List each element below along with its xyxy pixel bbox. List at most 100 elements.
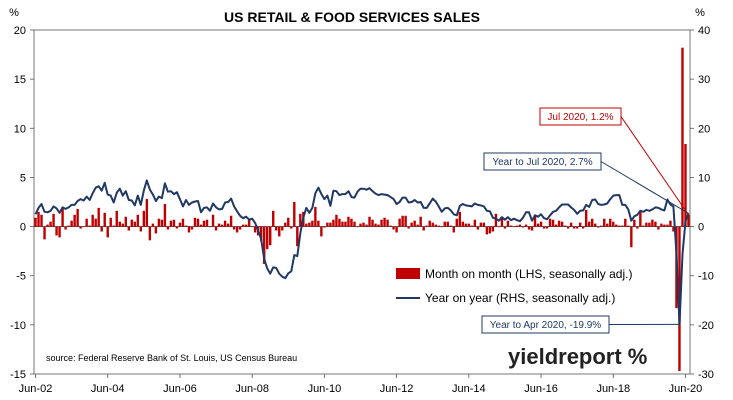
bar [575, 226, 579, 229]
bar [52, 213, 55, 227]
bar [244, 224, 248, 227]
bar [557, 220, 561, 227]
bar [377, 224, 380, 227]
bar [235, 226, 239, 233]
bar [681, 47, 684, 227]
x-tick-label: Jun-06 [163, 383, 197, 395]
bar [305, 223, 308, 227]
bar [645, 222, 648, 227]
bar [317, 220, 320, 227]
bar [323, 226, 326, 228]
bar [284, 222, 287, 227]
bar [395, 226, 398, 233]
bar [566, 226, 570, 229]
bar [476, 226, 480, 230]
bar [121, 223, 124, 227]
bar [112, 225, 115, 227]
bar [205, 219, 209, 227]
bar [657, 226, 660, 230]
bar [46, 224, 49, 227]
bar [606, 223, 609, 227]
bar [262, 226, 266, 264]
bar [618, 225, 621, 227]
bar [281, 226, 284, 231]
left-tick-label: -5 [16, 271, 26, 283]
legend-bar-swatch [396, 268, 420, 279]
bar [208, 226, 212, 228]
right-tick-label: 10 [698, 172, 710, 184]
bar [169, 220, 173, 227]
bar [124, 216, 127, 227]
bar [416, 224, 419, 227]
bar-series [34, 47, 690, 372]
bar [100, 226, 103, 232]
bar [560, 221, 564, 227]
bar [419, 216, 422, 227]
bar [569, 222, 573, 227]
bar [103, 212, 106, 227]
annotation-box [539, 107, 622, 126]
left-tick-label: 10 [14, 123, 26, 135]
bar [530, 226, 534, 231]
bar [482, 222, 486, 227]
bar [458, 211, 462, 227]
bar [627, 225, 630, 227]
bar [178, 222, 182, 227]
bar [383, 217, 386, 227]
annotation-box [481, 315, 610, 334]
bar [425, 225, 428, 227]
bar [314, 206, 317, 227]
bar [160, 219, 164, 227]
x-tick-label: Jun-08 [235, 383, 269, 395]
bar [109, 217, 112, 227]
bar [193, 217, 197, 227]
bar [308, 222, 311, 227]
bar [151, 223, 155, 227]
bar [542, 226, 546, 229]
bar [344, 221, 347, 227]
bar [335, 214, 338, 227]
bar [232, 226, 236, 230]
bar [554, 224, 558, 227]
bar [368, 216, 371, 227]
bar [34, 217, 37, 227]
bar [154, 226, 158, 234]
left-tick-label: -15 [10, 369, 26, 381]
bar [106, 226, 109, 238]
bar [497, 226, 501, 228]
yoy-line [34, 179, 690, 326]
bar [603, 218, 606, 227]
annotation-leader [600, 161, 689, 214]
bar [85, 218, 88, 227]
right-tick-label: -20 [698, 320, 714, 332]
bar [247, 219, 251, 227]
line-series [34, 179, 690, 326]
chart-title: US RETAIL & FOOD SERVICES SALES [224, 9, 480, 25]
bar [184, 225, 188, 227]
bar [148, 226, 152, 241]
bar [115, 210, 118, 227]
bar [663, 224, 666, 227]
bar [600, 225, 603, 227]
bar [350, 218, 353, 227]
bar [624, 218, 627, 227]
bar [127, 226, 130, 231]
bar [223, 220, 227, 227]
bar [431, 222, 434, 227]
bar [172, 219, 176, 227]
bar [479, 222, 483, 227]
bar [332, 219, 335, 227]
plot-frame [33, 29, 691, 375]
bar [55, 226, 58, 236]
bar [672, 226, 675, 232]
bar [272, 210, 275, 227]
bar [94, 218, 97, 227]
right-tick-label: 0 [698, 222, 704, 234]
bar [584, 209, 588, 227]
x-tick-label: Jun-20 [669, 383, 703, 395]
bar [503, 226, 507, 229]
bar [651, 219, 654, 227]
bar [506, 220, 510, 227]
bar [199, 224, 203, 227]
bar [296, 226, 299, 247]
